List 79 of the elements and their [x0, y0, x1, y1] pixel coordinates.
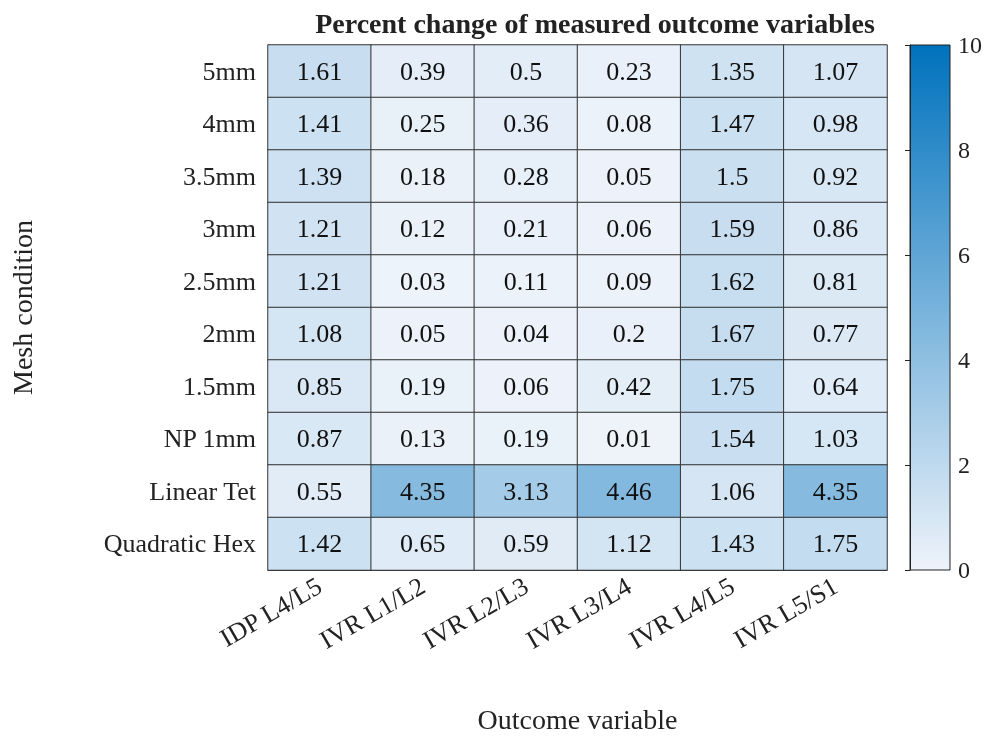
data-label: 1.47 — [709, 109, 755, 139]
data-label: 0.55 — [296, 476, 343, 506]
data-label: 1.62 — [709, 266, 755, 296]
data-label: 0.05 — [606, 161, 652, 191]
data-label: 1.75 — [812, 529, 859, 559]
color-bar-label: 8 — [958, 137, 970, 163]
data-label: 1.61 — [296, 56, 343, 86]
color-bar-label: 4 — [958, 347, 970, 373]
y-tick-label: 3mm — [202, 214, 256, 244]
data-label: 0.05 — [400, 319, 446, 349]
data-label: 1.21 — [296, 266, 343, 296]
data-label: 1.35 — [709, 56, 755, 86]
data-label: 1.5 — [716, 161, 749, 191]
x-axis-title: Outcome variable — [477, 703, 678, 735]
data-label: 0.64 — [812, 371, 859, 401]
data-label: 1.06 — [709, 476, 755, 506]
data-label: 0.65 — [400, 529, 446, 559]
y-tick-label: 2.5mm — [183, 266, 256, 296]
data-label: 0.19 — [503, 424, 549, 454]
data-label: 0.21 — [503, 214, 549, 244]
data-label: 1.21 — [296, 214, 343, 244]
y-tick-label: Linear Tet — [149, 476, 257, 506]
color-bar-label: 0 — [958, 557, 970, 583]
data-label: 0.23 — [606, 56, 652, 86]
data-label: 3.13 — [503, 476, 549, 506]
data-label: 0.03 — [400, 266, 446, 296]
data-label: 1.67 — [709, 319, 755, 349]
data-label: 0.59 — [503, 529, 549, 559]
data-label: 0.87 — [296, 424, 343, 454]
color-bar-label: 10 — [958, 32, 982, 58]
data-label: 0.77 — [812, 319, 859, 349]
data-label: 0.98 — [812, 109, 859, 139]
data-label: 0.92 — [812, 161, 859, 191]
data-label: 0.08 — [606, 109, 652, 139]
data-label: 1.75 — [709, 371, 755, 401]
data-label: 4.46 — [606, 476, 652, 506]
data-label: 0.09 — [606, 266, 652, 296]
data-label: 1.08 — [296, 319, 343, 349]
data-label: 1.39 — [296, 161, 343, 191]
y-tick-label: 1.5mm — [183, 371, 256, 401]
data-label: 1.12 — [606, 529, 652, 559]
data-label: 0.2 — [612, 319, 646, 349]
y-tick-label: Quadratic Hex — [103, 529, 256, 559]
data-label: 1.42 — [296, 529, 343, 559]
data-label: 0.13 — [400, 424, 446, 454]
data-label: 0.06 — [606, 214, 652, 244]
data-label: 0.18 — [400, 161, 446, 191]
data-label: 0.5 — [509, 56, 543, 86]
data-label: 0.12 — [400, 214, 446, 244]
data-label: 0.11 — [503, 266, 549, 296]
data-label: 0.19 — [400, 371, 446, 401]
y-tick-label: 4mm — [202, 109, 256, 139]
data-label: 0.86 — [812, 214, 859, 244]
color-bar-label: 2 — [958, 452, 970, 478]
data-label: 1.03 — [812, 424, 859, 454]
data-label: 0.28 — [503, 161, 549, 191]
data-label: 0.85 — [296, 371, 343, 401]
data-label: 0.36 — [503, 109, 549, 139]
y-tick-label: 5mm — [202, 56, 256, 86]
y-tick-label: 3.5mm — [183, 161, 256, 191]
data-label: 4.35 — [812, 476, 859, 506]
data-label: 1.54 — [709, 424, 755, 454]
y-tick-label: NP 1mm — [163, 424, 256, 454]
data-label: 0.06 — [503, 371, 549, 401]
data-label: 0.25 — [400, 109, 446, 139]
data-label: 1.07 — [812, 56, 859, 86]
y-tick-label: 2mm — [202, 319, 256, 349]
data-label: 1.59 — [709, 214, 755, 244]
data-label: 0.39 — [400, 56, 446, 86]
chart-title: Percent change of measured outcome variables — [315, 7, 875, 39]
data-label: 1.43 — [709, 529, 755, 559]
data-label: 0.01 — [606, 424, 652, 454]
data-label: 1.41 — [296, 109, 343, 139]
data-label: 4.35 — [400, 476, 446, 506]
data-label: 0.04 — [503, 319, 549, 349]
data-label: 0.42 — [606, 371, 652, 401]
data-label: 0.81 — [812, 266, 859, 296]
y-axis-title: Mesh condition — [6, 220, 38, 395]
color-bar-label: 6 — [958, 242, 970, 268]
